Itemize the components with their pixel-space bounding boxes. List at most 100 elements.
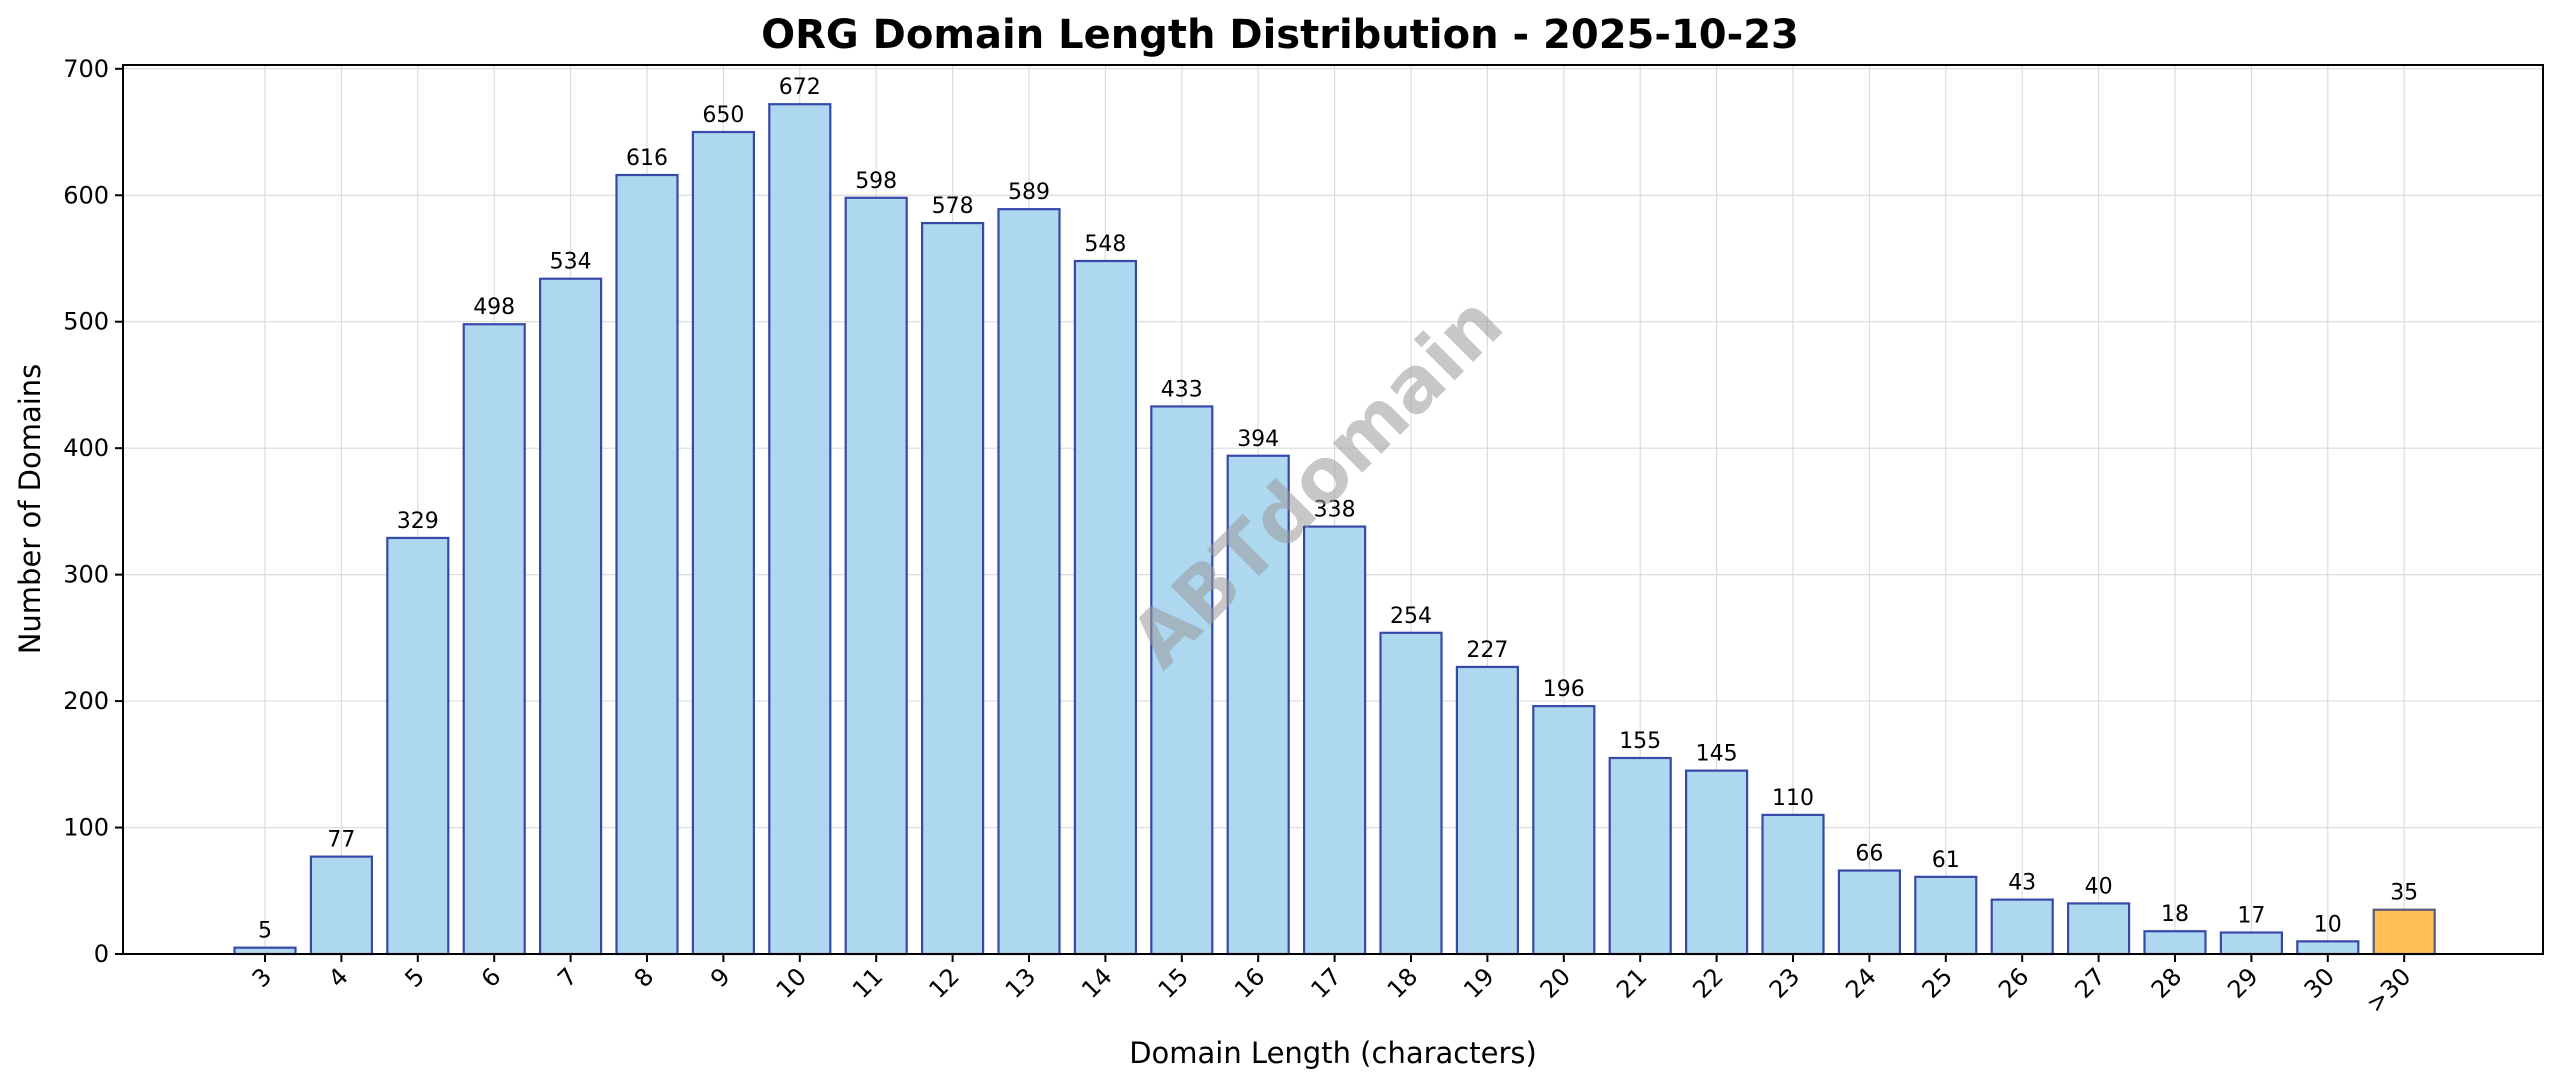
y-tick-label: 500 <box>63 308 109 336</box>
y-tick-label: 300 <box>63 561 109 589</box>
value-label-12: 578 <box>932 194 974 219</box>
x-tick-label-11: 11 <box>847 962 888 1003</box>
y-axis-ticks: 0 100 200 300 400 500 600 700 <box>63 55 123 968</box>
x-tick-label-7: 7 <box>552 962 583 993</box>
x-tick-label-17: 17 <box>1305 962 1346 1003</box>
x-tick-label-15: 15 <box>1153 962 1194 1003</box>
value-label-22: 145 <box>1696 742 1738 767</box>
y-tick-label: 200 <box>63 687 109 715</box>
bar-21 <box>1608 756 1672 956</box>
x-tick-label-3: 3 <box>247 962 278 993</box>
x-tick-label-13: 13 <box>1000 962 1041 1003</box>
y-tick-label: 100 <box>63 814 109 842</box>
x-tick-label-20: 20 <box>1535 962 1576 1003</box>
bar-5 <box>386 536 450 956</box>
bar-14 <box>1073 259 1138 956</box>
x-tick-label-19: 19 <box>1458 962 1499 1003</box>
value-label-10: 672 <box>779 75 821 100</box>
x-tick-label-28: 28 <box>2146 962 2187 1003</box>
value-label-28: 18 <box>2161 902 2189 927</box>
bar-20 <box>1532 705 1596 956</box>
value-label-30: 10 <box>2314 912 2342 937</box>
bar-12 <box>920 221 985 956</box>
x-tick-label->30: >30 <box>2361 962 2417 1018</box>
y-tick-label: 600 <box>63 181 109 209</box>
value-label-24: 66 <box>1855 842 1883 867</box>
x-tick-label-30: 30 <box>2299 962 2340 1003</box>
value-label-6: 498 <box>473 295 515 320</box>
bar-27 <box>2067 902 2131 956</box>
value-label-21: 155 <box>1619 729 1661 754</box>
x-tick-label-9: 9 <box>705 962 736 993</box>
value-label-5: 329 <box>397 509 439 534</box>
chart-title: ORG Domain Length Distribution - 2025-10… <box>761 12 1799 58</box>
bar-28 <box>2143 930 2207 956</box>
x-tick-label-12: 12 <box>923 962 964 1003</box>
x-tick-label-23: 23 <box>1764 962 1805 1003</box>
x-tick-label-10: 10 <box>771 962 812 1003</box>
value-label-23: 110 <box>1772 786 1814 811</box>
x-tick-label-24: 24 <box>1840 962 1881 1003</box>
bar-15 <box>1150 405 1214 956</box>
bar-17 <box>1302 525 1367 956</box>
x-tick-label-18: 18 <box>1382 962 1423 1003</box>
bar-7 <box>538 277 603 956</box>
bar-13 <box>997 208 1061 956</box>
value-label-11: 598 <box>855 169 897 194</box>
x-tick-label-22: 22 <box>1687 962 1728 1003</box>
x-tick-label-26: 26 <box>1993 962 2034 1003</box>
bar-6 <box>462 323 526 956</box>
x-tick-label-27: 27 <box>2069 962 2110 1003</box>
value-label-29: 17 <box>2237 904 2265 929</box>
value-label-25: 61 <box>1932 848 1960 873</box>
y-tick-label: 0 <box>94 940 109 968</box>
bar-25 <box>1914 875 1978 956</box>
value-labels: 5 77 329 498 534 616 650 672 598 578 589 548 433 394 3… <box>258 75 2418 943</box>
value-label-17: 338 <box>1314 498 1356 523</box>
value-label-15: 433 <box>1161 377 1203 402</box>
x-tick-label-29: 29 <box>2222 962 2263 1003</box>
x-tick-label-14: 14 <box>1076 962 1117 1003</box>
x-tick-label-5: 5 <box>399 962 430 993</box>
x-axis-label: Domain Length (characters) <box>1129 1036 1537 1070</box>
bar-10 <box>768 103 832 956</box>
bar-23 <box>1761 813 1825 956</box>
bar-22 <box>1684 769 1749 956</box>
value-label-26: 43 <box>2008 871 2036 896</box>
value-label-8: 616 <box>626 146 668 171</box>
bar-11 <box>844 196 908 956</box>
plot-frame <box>122 64 2544 955</box>
x-tick-label-16: 16 <box>1229 962 1270 1003</box>
y-tick-label: 400 <box>63 434 109 462</box>
y-axis-label: Number of Domains <box>13 364 47 655</box>
y-tick-label: 700 <box>63 55 109 83</box>
value-label-13: 589 <box>1008 180 1050 205</box>
value-label-16: 394 <box>1237 427 1279 452</box>
bar-19 <box>1455 665 1520 956</box>
value-label-20: 196 <box>1543 677 1585 702</box>
bar-29 <box>2219 931 2283 956</box>
value-label-18: 254 <box>1390 604 1432 629</box>
bars <box>233 103 2436 956</box>
bar->30 <box>2372 908 2436 956</box>
bar-8 <box>615 173 679 956</box>
value-label-19: 227 <box>1466 638 1508 663</box>
x-tick-label-25: 25 <box>1917 962 1958 1003</box>
value-label-7: 534 <box>550 250 592 275</box>
value-label-27: 40 <box>2085 874 2113 899</box>
value-label-3: 5 <box>258 919 272 944</box>
bar-9 <box>691 130 756 956</box>
value-label->30: 35 <box>2390 881 2418 906</box>
value-label-14: 548 <box>1084 232 1126 257</box>
bar-18 <box>1379 631 1443 956</box>
x-tick-label-4: 4 <box>323 962 354 993</box>
bar-26 <box>1990 898 2054 956</box>
x-axis-ticks: 3 4 5 6 7 8 9 10 11 12 13 14 15 16 17 18 19 20 21 22 23 24 25 2… <box>247 954 2417 1018</box>
bar-4 <box>309 855 373 956</box>
x-tick-label-8: 8 <box>629 962 660 993</box>
bar-24 <box>1837 869 1902 956</box>
value-label-9: 650 <box>702 103 744 128</box>
x-tick-label-6: 6 <box>476 962 507 993</box>
value-label-4: 77 <box>327 828 355 853</box>
